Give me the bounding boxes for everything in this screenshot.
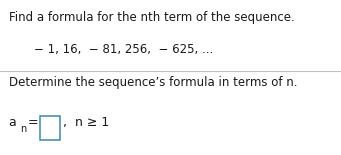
Text: n: n [20,124,26,134]
Text: a: a [9,116,16,129]
Text: =: = [27,116,38,129]
FancyBboxPatch shape [40,116,60,140]
Text: ,  n ≥ 1: , n ≥ 1 [63,116,109,129]
Text: Determine the sequence’s formula in terms of n.: Determine the sequence’s formula in term… [9,76,297,89]
Text: − 1, 16,  − 81, 256,  − 625, ...: − 1, 16, − 81, 256, − 625, ... [34,43,213,56]
Text: Find a formula for the nth term of the sequence.: Find a formula for the nth term of the s… [9,11,294,24]
